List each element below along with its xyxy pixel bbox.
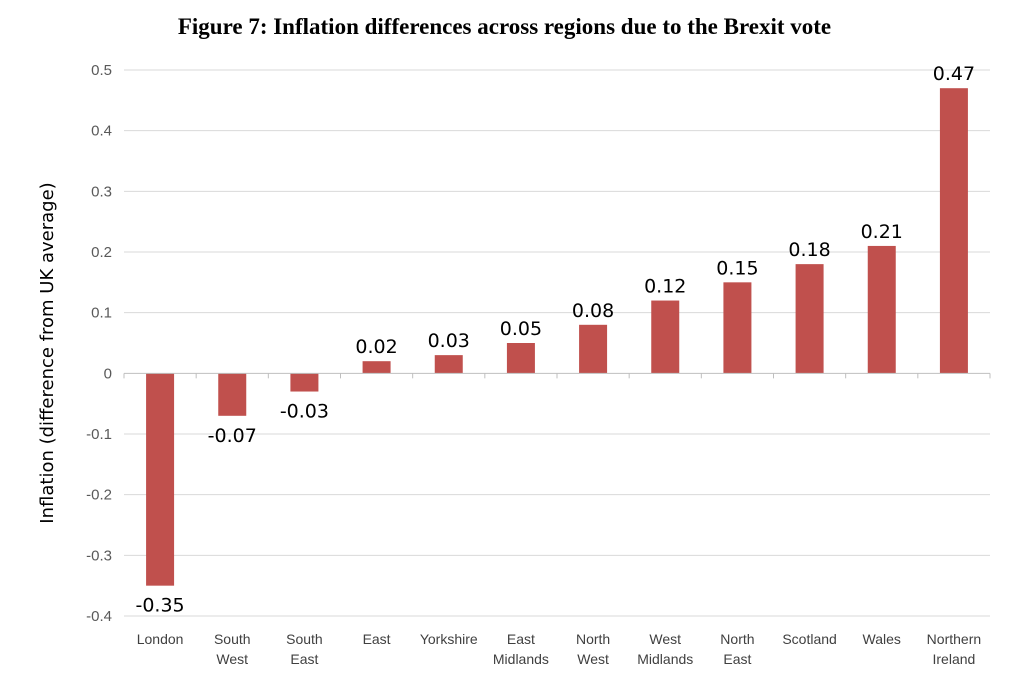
data-label: 0.47: [933, 63, 975, 85]
data-label: 0.02: [355, 336, 397, 358]
category-label: South West: [214, 631, 251, 667]
bar: [434, 355, 463, 374]
data-labels: -0.35 -0.07 -0.03 0.02 0.03 0.05 0.08 0.12 0.15 0…: [135, 63, 975, 616]
data-label: 0.05: [500, 318, 542, 340]
y-tick-label: 0.4: [91, 123, 112, 140]
grid-layer: [124, 69, 990, 617]
category-label: North East: [720, 631, 754, 667]
category-label: North West: [576, 631, 610, 667]
category-label: Wales: [863, 631, 901, 647]
data-label: 0.18: [788, 239, 830, 261]
bar: [218, 373, 247, 416]
y-tick-label: 0.1: [91, 305, 112, 322]
category-label: South East: [286, 631, 323, 667]
data-label: 0.08: [572, 300, 614, 322]
bar: [795, 264, 824, 374]
y-tick-label: -0.2: [86, 487, 112, 504]
bar: [362, 361, 391, 374]
y-tick-label: 0.3: [91, 183, 112, 200]
data-label: -0.03: [280, 401, 329, 423]
bar: [290, 373, 319, 392]
data-label: -0.07: [208, 425, 257, 447]
data-label: 0.15: [716, 257, 758, 279]
bar: [939, 88, 968, 374]
category-label: Yorkshire: [420, 631, 478, 647]
bar: [651, 300, 680, 374]
category-label: Scotland: [782, 631, 836, 647]
x-axis: [123, 372, 991, 379]
y-tick-label: -0.1: [86, 426, 112, 443]
y-axis-title: Inflation (difference from UK average): [37, 182, 58, 523]
category-label: East: [363, 631, 391, 647]
y-tick-label: 0.5: [91, 62, 112, 79]
y-tick-label: 0: [104, 365, 112, 382]
y-axis-ticks: 0.5 0.4 0.3 0.2 0.1 0 -0.1 -0.2 -0.3 -0.4: [86, 62, 112, 625]
category-label: West Midlands: [637, 631, 693, 667]
bar: [723, 282, 752, 374]
category-label: East Midlands: [493, 631, 549, 667]
data-label: 0.21: [861, 221, 903, 243]
chart-title: Figure 7: Inflation differences across r…: [177, 14, 832, 39]
data-label: -0.35: [135, 595, 184, 617]
data-label: 0.03: [428, 330, 470, 352]
bar: [146, 373, 175, 586]
data-label: 0.12: [644, 276, 686, 298]
bar: [579, 324, 608, 374]
category-label: London: [137, 631, 184, 647]
category-labels: London South West South East East Yorkshire Eas…: [137, 631, 981, 667]
bar: [506, 343, 535, 374]
y-tick-label: 0.2: [91, 244, 112, 261]
bars: [146, 88, 968, 586]
bar: [867, 245, 896, 374]
y-tick-label: -0.4: [86, 608, 112, 625]
category-label: Northern Ireland: [927, 631, 981, 667]
y-tick-label: -0.3: [86, 547, 112, 564]
